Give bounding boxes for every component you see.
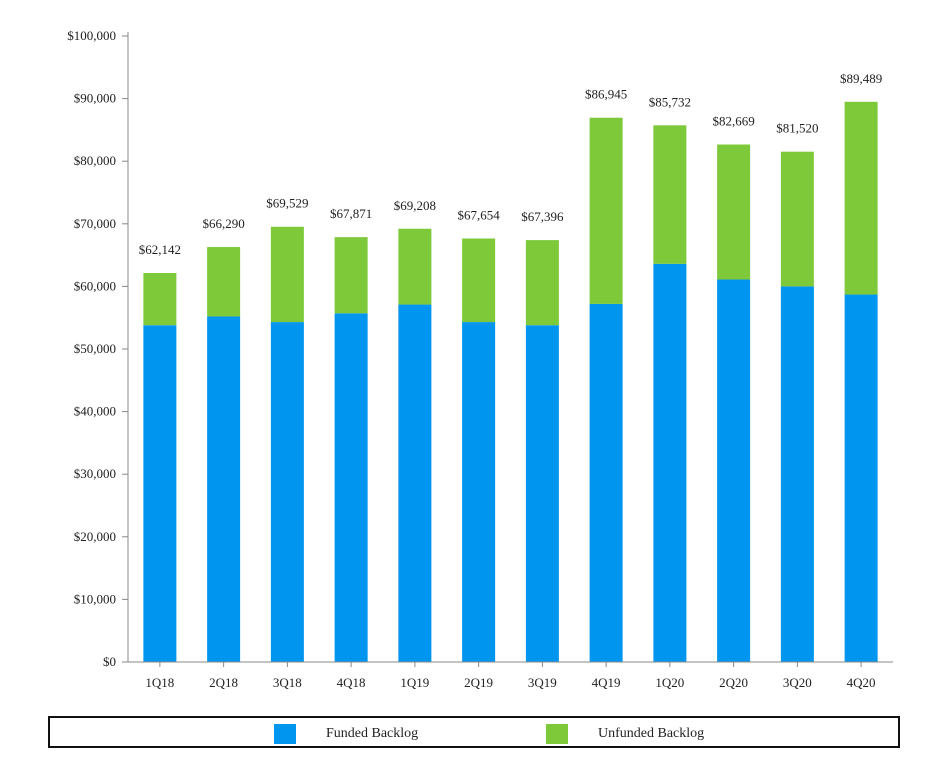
x-tick-label: 4Q19 [592, 675, 621, 690]
x-tick-label: 2Q20 [719, 675, 748, 690]
bar-unfunded [334, 237, 368, 314]
y-tick-label: $90,000 [74, 91, 116, 106]
bar-funded [207, 316, 241, 662]
x-tick-label: 2Q18 [209, 675, 238, 690]
bar-unfunded [398, 228, 432, 305]
bar-unfunded [717, 144, 751, 280]
bar-total-label: $82,669 [713, 113, 755, 128]
bar-unfunded [143, 272, 177, 326]
y-axis: $0 $10,000 $20,000 $30,000 $40,000 $50,000 $60… [67, 28, 129, 669]
legend-swatch-funded [274, 724, 296, 744]
legend-label-funded: Funded Backlog [326, 726, 419, 741]
bar-unfunded [270, 226, 304, 323]
bar-funded [844, 294, 878, 662]
x-tick-label: 1Q18 [145, 675, 174, 690]
x-tick-label: 1Q19 [400, 675, 429, 690]
bar-total-label: $69,208 [394, 198, 436, 213]
legend-item-unfunded: Unfunded Backlog [546, 724, 704, 744]
bar-unfunded [207, 247, 241, 317]
backlog-chart: $0 $10,000 $20,000 $30,000 $40,000 $50,000 $60… [67, 28, 893, 690]
bar-funded [717, 279, 751, 662]
y-tick-label: $40,000 [74, 404, 116, 419]
bar-unfunded [525, 240, 559, 326]
bar-funded [398, 304, 432, 662]
y-tick-label: $70,000 [74, 216, 116, 231]
bar-funded [653, 263, 687, 662]
x-tick-label: 3Q20 [783, 675, 812, 690]
x-tick-label: 4Q18 [337, 675, 366, 690]
bar-funded [589, 303, 623, 662]
y-tick-label: $80,000 [74, 153, 116, 168]
legend-item-funded: Funded Backlog [274, 724, 418, 744]
x-tick-label: 3Q18 [273, 675, 302, 690]
bar-total-label: $81,520 [776, 121, 818, 136]
bar-total-label: $67,871 [330, 206, 372, 221]
y-tick-label: $10,000 [74, 591, 116, 606]
x-tick-label: 3Q19 [528, 675, 557, 690]
bar-funded [780, 286, 814, 662]
bars [143, 101, 878, 662]
bar-total-label: $62,142 [139, 242, 181, 257]
bar-total-label: $67,654 [458, 207, 501, 222]
bar-total-label: $67,396 [521, 209, 564, 224]
bar-total-label: $66,290 [203, 216, 245, 231]
bar-funded [525, 325, 559, 662]
bar-total-label: $69,529 [266, 196, 308, 211]
bar-unfunded [589, 117, 623, 304]
bar-unfunded [653, 125, 687, 264]
legend-swatch-unfunded [546, 724, 568, 744]
bar-unfunded [780, 151, 814, 287]
bar-unfunded [462, 238, 496, 323]
legend-label-unfunded: Unfunded Backlog [598, 726, 705, 741]
x-axis: 1Q18 2Q18 3Q18 4Q18 1Q19 2Q19 3Q19 4Q19 1Q20 2Q20… [128, 661, 893, 690]
y-tick-label: $100,000 [67, 28, 116, 43]
bar-funded [334, 313, 368, 662]
bar-total-label: $85,732 [649, 94, 691, 109]
bar-total-label: $86,945 [585, 87, 627, 102]
x-tick-label: 4Q20 [847, 675, 876, 690]
x-tick-label: 2Q19 [464, 675, 493, 690]
data-labels: $62,142 $66,290 $69,529 $67,871 $69,208 $67,6… [139, 71, 883, 257]
x-tick-label: 1Q20 [655, 675, 684, 690]
y-tick-label: $0 [103, 654, 116, 669]
y-tick-label: $20,000 [74, 529, 116, 544]
bar-funded [270, 322, 304, 662]
bar-total-label: $89,489 [840, 71, 882, 86]
y-tick-label: $50,000 [74, 341, 116, 356]
y-tick-label: $30,000 [74, 466, 116, 481]
bar-unfunded [844, 101, 878, 295]
y-tick-label: $60,000 [74, 278, 116, 293]
bar-funded [462, 322, 496, 662]
bar-funded [143, 325, 177, 662]
legend: Funded Backlog Unfunded Backlog [48, 716, 900, 748]
